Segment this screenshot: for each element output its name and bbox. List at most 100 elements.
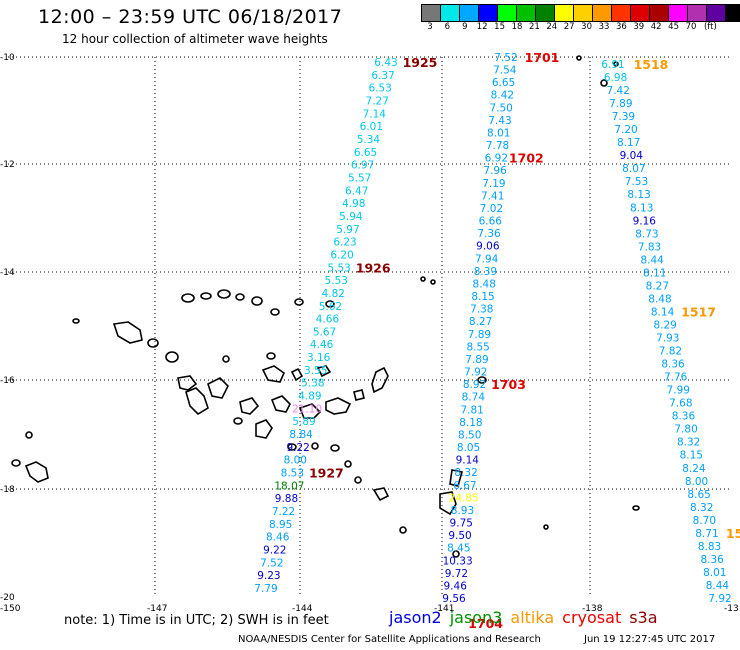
island-outline — [112, 321, 143, 344]
wave-height-value: 7.83 — [638, 241, 661, 253]
island-outline — [222, 355, 230, 363]
wave-height-value: 7.76 — [664, 372, 688, 384]
credit-line: NOAA/NESDIS Center for Satellite Applica… — [238, 634, 541, 645]
wave-height-value: 8.70 — [693, 515, 716, 527]
wave-height-value: 8.55 — [466, 341, 489, 353]
island-outline — [439, 491, 457, 516]
map-note: note: 1) Time is in UTC; 2) SWH is in fe… — [64, 613, 329, 628]
island-outline — [371, 366, 389, 394]
wave-height-value: 8.65 — [687, 489, 710, 501]
wave-height-value: 7.50 — [489, 102, 512, 114]
wave-height-value: 6.20 — [330, 249, 353, 261]
wave-height-value: 8.05 — [457, 442, 480, 454]
wave-height-value: 7.82 — [659, 346, 682, 358]
map-grid: -150 -147 -144 -141 -138 -13 -10 -12 -14 -16 -18 -2… — [0, 53, 739, 614]
colorbar-label: 45 — [668, 22, 680, 32]
track-time-label: 1926 — [356, 260, 391, 275]
wave-height-value: 7.02 — [480, 203, 503, 215]
colorbar-label: 24 — [546, 22, 558, 32]
wave-height-value: 24.85 — [449, 492, 479, 504]
island-outline — [255, 419, 273, 439]
colorbar-swatch — [725, 4, 740, 22]
track-time-label: 1704 — [468, 616, 503, 631]
wave-height-value: 9.22 — [263, 545, 286, 557]
lon-tick-label: -150 — [0, 604, 21, 614]
wave-height-value: 6.67 — [453, 480, 476, 492]
wave-height-value: 5.38 — [301, 378, 324, 390]
track-time-label: 1518 — [634, 57, 669, 72]
wave-height-value: 9.50 — [448, 530, 471, 542]
wave-height-value: 9.04 — [620, 150, 644, 162]
island-outline — [354, 476, 362, 484]
wave-height-value: 7.94 — [475, 253, 499, 265]
wave-height-value: 8.00 — [685, 476, 708, 488]
wave-height-value: 7.89 — [609, 98, 632, 110]
wave-height-value: 8.74 — [462, 392, 486, 404]
wave-height-value: 8.27 — [469, 316, 492, 328]
island-outline — [165, 351, 179, 363]
legend-entry-jason3: jason3 — [449, 608, 503, 627]
colorbar-label: (ft) — [703, 22, 717, 32]
island-outline — [270, 395, 291, 413]
wave-height-value: 8.24 — [682, 463, 706, 475]
wave-height-value: 4.98 — [342, 198, 365, 210]
wave-height-value: 8.07 — [622, 163, 645, 175]
wave-height-value: 8.95 — [269, 519, 292, 531]
wave-height-value: 21.10 — [292, 403, 322, 415]
track-time-label: 1703 — [491, 377, 526, 392]
island-outline — [372, 487, 390, 502]
wave-height-value: 8.46 — [266, 532, 290, 544]
colorbar-label: 36 — [615, 22, 627, 32]
wave-height-value: 8.45 — [447, 543, 470, 555]
wave-height-value: 7.41 — [481, 190, 504, 202]
island-outline — [147, 338, 159, 348]
wave-height-value: 7.78 — [486, 140, 509, 152]
colorbar-label: 9 — [462, 22, 468, 32]
track-time-label: 1701 — [525, 50, 560, 65]
wave-height-value: 7.52 — [260, 557, 283, 569]
wave-height-value: 10.33 — [443, 555, 473, 567]
island-outline — [311, 442, 319, 450]
wave-height-value: 8.73 — [635, 228, 658, 240]
island-outline — [290, 367, 304, 382]
track-time-label: 1517 — [681, 304, 716, 319]
island-outline — [266, 352, 276, 360]
lat-tick-label: -20 — [0, 593, 15, 603]
lon-tick-label: -138 — [582, 604, 603, 614]
island-outline — [353, 389, 365, 401]
wave-height-value: 6.91 — [601, 59, 624, 71]
island-outline — [420, 276, 426, 282]
wave-height-value: 9.56 — [442, 593, 466, 605]
wave-height-value: 9.16 — [633, 215, 657, 227]
island-outline — [477, 376, 487, 384]
lon-tick-label: -147 — [147, 604, 167, 614]
wave-height-value: 8.01 — [703, 567, 726, 579]
island-outline — [11, 459, 21, 467]
wave-height-value: 5.53 — [327, 262, 350, 274]
wave-height-value: 3.16 — [307, 352, 331, 364]
wave-height-value: 6.65 — [354, 147, 377, 159]
map-subtitle: 12 hour collection of altimeter wave hei… — [62, 32, 328, 46]
wave-height-value: 7.92 — [708, 593, 731, 605]
wave-height-colorbar — [421, 4, 740, 22]
island-outline — [613, 61, 619, 67]
wave-height-value: 7.14 — [363, 108, 387, 120]
wave-height-value: 5.62 — [319, 301, 342, 313]
wave-height-value: 8.18 — [459, 417, 482, 429]
wave-height-value: 5.94 — [339, 211, 363, 223]
wave-height-value: 6.92 — [485, 153, 508, 165]
lat-tick-label: -18 — [0, 485, 15, 495]
wave-height-value: 7.80 — [674, 424, 697, 436]
wave-height-value: 4.82 — [322, 288, 345, 300]
wave-height-value: 8.53 — [281, 468, 304, 480]
lat-tick-label: -10 — [0, 53, 15, 63]
wave-height-value: 7.20 — [614, 124, 637, 136]
wave-height-value: 8.44 — [706, 580, 730, 592]
island-outline — [316, 365, 332, 378]
wave-height-value: 8.48 — [473, 278, 496, 290]
wave-height-value: 6.37 — [371, 70, 394, 82]
island-outline — [270, 308, 280, 316]
lat-tick-label: -14 — [0, 268, 15, 278]
island-outline — [200, 292, 212, 300]
